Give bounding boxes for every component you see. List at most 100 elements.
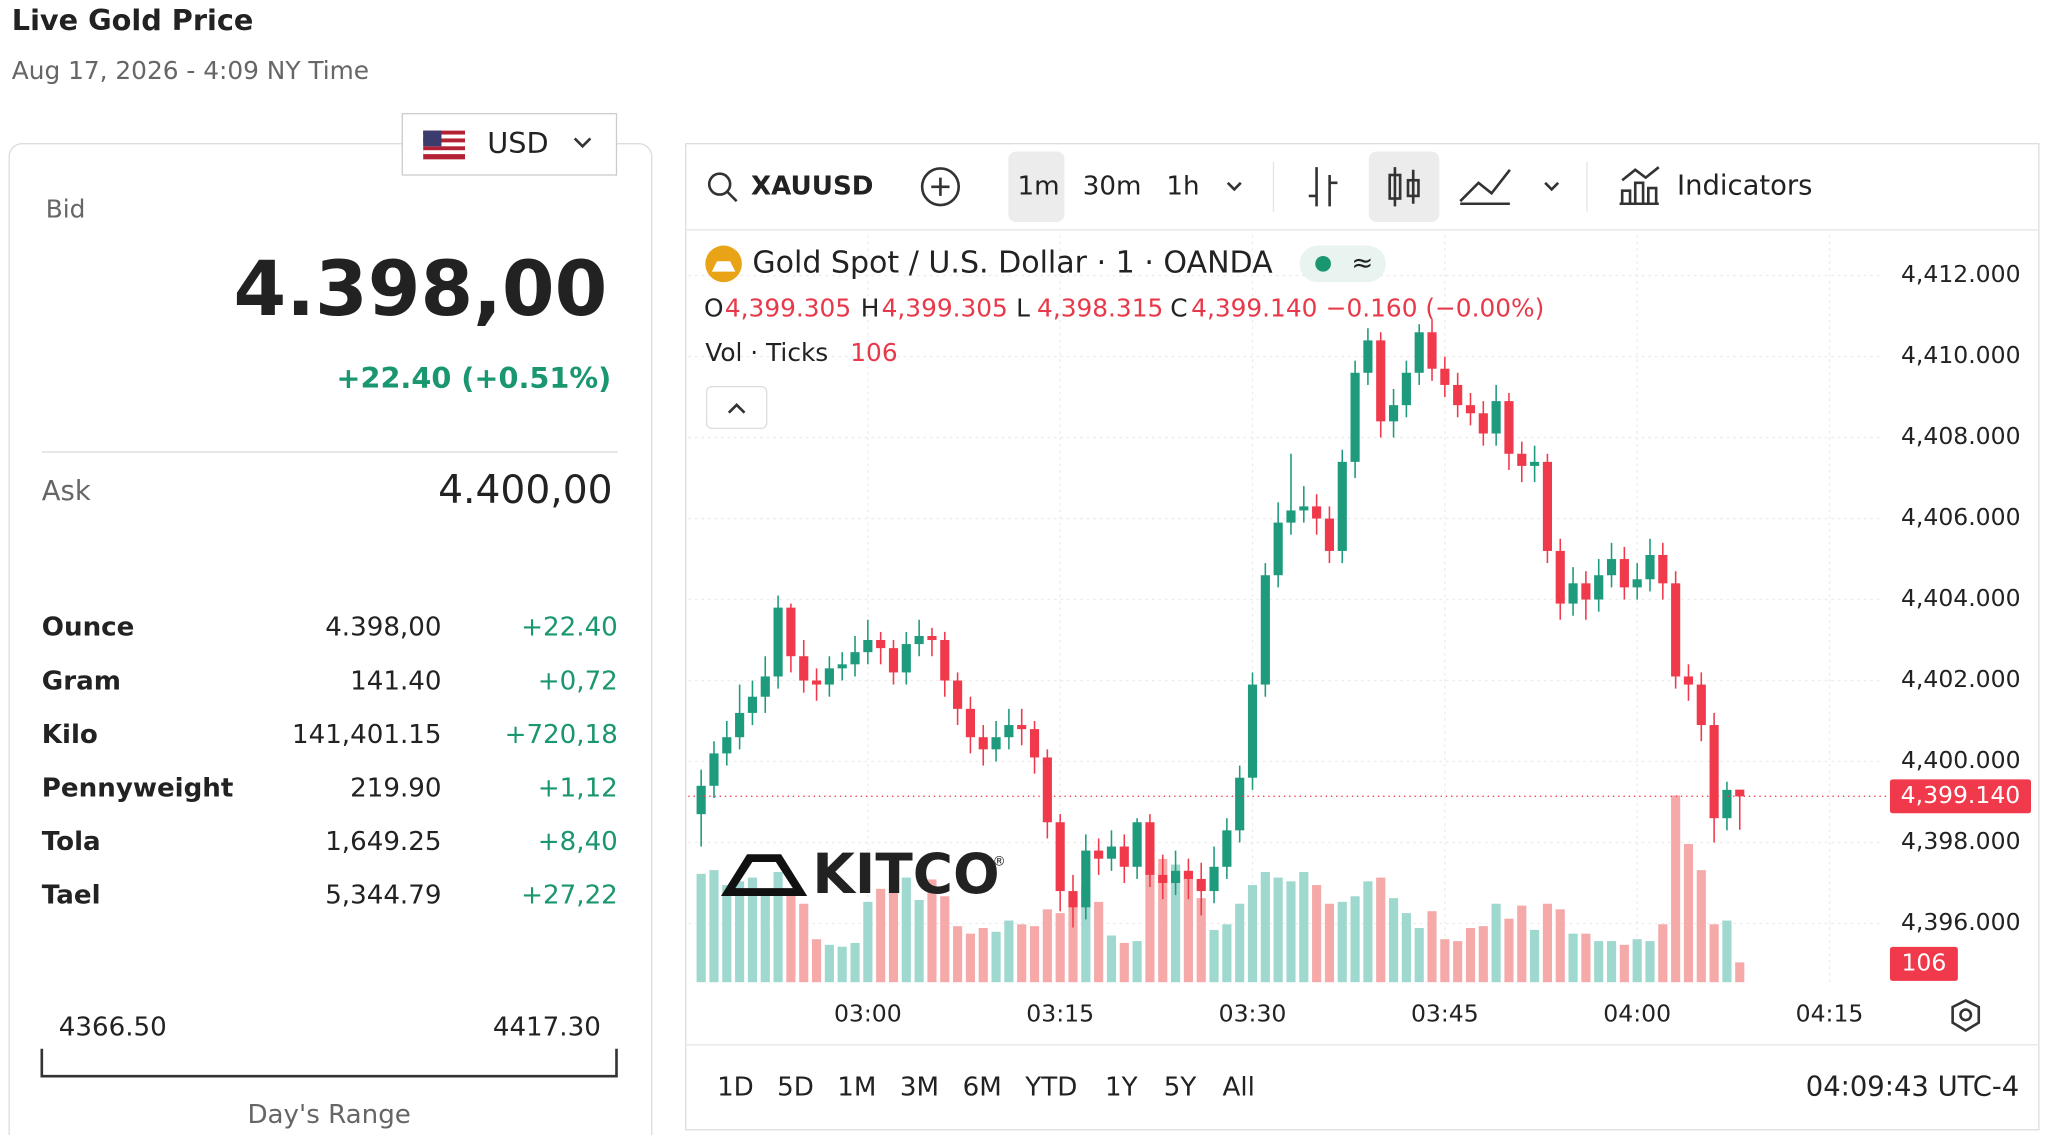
volume-bar	[1042, 909, 1052, 983]
ohlc-legend: O 4,399.305 H 4,399.305 L 4,398.315 C 4,399.140	[704, 294, 1317, 323]
candle-body	[837, 664, 847, 669]
chevron[interactable]	[1544, 181, 1560, 192]
legend-value: 4,399.140	[1191, 294, 1317, 323]
candle-body	[1183, 870, 1193, 879]
candle-body	[927, 635, 937, 641]
volume-bar	[1312, 885, 1322, 983]
indicators-icon[interactable]	[1619, 166, 1660, 206]
compare-button[interactable]	[920, 167, 961, 207]
candle-body	[940, 640, 950, 681]
volume-bar	[1671, 795, 1681, 983]
flag-stripe	[423, 134, 465, 139]
interval[interactable]: 1h	[1166, 171, 1199, 201]
volume-bar	[1465, 928, 1476, 983]
flag-stripe	[423, 142, 465, 147]
volume-bar	[1581, 933, 1591, 983]
x-tick-label: 03:00	[834, 999, 902, 1027]
candle-body	[914, 635, 924, 645]
candle-body	[1017, 725, 1027, 730]
range-button[interactable]: 3M	[900, 1072, 939, 1102]
search-icon	[726, 191, 738, 203]
candle-body	[722, 737, 732, 754]
candle-body	[1440, 368, 1450, 385]
range-button[interactable]: 1D	[717, 1072, 754, 1102]
volume-bar	[1132, 941, 1142, 983]
volume-bar	[1055, 913, 1065, 983]
logo-mark	[720, 854, 808, 896]
volume-bar	[1453, 941, 1463, 983]
interval-active	[1008, 151, 1065, 223]
range-button[interactable]: 5D	[777, 1072, 814, 1102]
line-icon[interactable]	[1459, 168, 1511, 206]
candle-body	[1645, 554, 1655, 580]
volume-bar	[1106, 935, 1117, 983]
range-button[interactable]: YTD	[1024, 1072, 1077, 1102]
unit-change: +22.40	[521, 613, 618, 643]
volume-bar	[863, 901, 873, 983]
y-tick-label: 4,396.000	[1901, 908, 2021, 936]
unit-change: +720,18	[505, 720, 618, 750]
volume-bar	[1029, 926, 1040, 983]
legend-key: O	[704, 294, 724, 323]
indicators-button[interactable]: Indicators	[1677, 170, 1812, 201]
candle-body	[760, 676, 770, 697]
volume-bar	[1722, 920, 1732, 983]
range-button[interactable]: 5Y	[1164, 1072, 1197, 1102]
y-tick-label: 4,404.000	[1901, 584, 2021, 612]
y-tick-label: 4,402.000	[1901, 665, 2021, 693]
candle-body	[863, 640, 873, 653]
unit-price: 4.398,00	[325, 613, 441, 643]
candle-body	[1119, 846, 1129, 867]
candle-body	[1106, 846, 1117, 859]
volume-bar	[991, 931, 1001, 983]
volume-bar	[1542, 903, 1552, 983]
symbol[interactable]: XAUUSD	[751, 171, 873, 201]
volume-bar	[1183, 877, 1193, 983]
candle-body	[824, 668, 834, 685]
candle-body	[876, 640, 886, 649]
unit-change: +27,22	[521, 880, 618, 910]
volume-bar	[1094, 901, 1104, 983]
chevron[interactable]	[1226, 181, 1242, 192]
bars-icon[interactable]	[1308, 167, 1338, 207]
volume-bar	[1235, 903, 1245, 983]
page-title: Live Gold Price	[12, 3, 254, 37]
candle-body	[1414, 332, 1424, 373]
collapse-button[interactable]	[705, 385, 768, 430]
range-button[interactable]: 1Y	[1105, 1072, 1138, 1102]
candle-body	[1042, 757, 1052, 823]
bid-change: +22.40 (+0.51%)	[336, 361, 611, 395]
volume-bar	[837, 946, 847, 983]
candle-body	[1081, 850, 1091, 908]
candle-body	[953, 680, 963, 709]
candle-body	[1235, 777, 1245, 831]
x-tick-label: 04:15	[1796, 999, 1864, 1027]
candle-body	[1196, 878, 1206, 892]
legend-value: 4,399.305	[725, 294, 851, 323]
volume-bar	[850, 942, 860, 983]
symbol-search[interactable]: XAUUSD	[707, 171, 873, 203]
interval[interactable]: 1m	[1017, 171, 1059, 201]
volume-bar	[1171, 864, 1181, 983]
volume-bar	[1222, 924, 1232, 983]
range-button[interactable]: All	[1223, 1072, 1255, 1102]
range-button[interactable]: 6M	[963, 1072, 1002, 1102]
candle-body	[786, 607, 796, 657]
candle-body	[1029, 729, 1040, 758]
ask-label: Ask	[42, 476, 91, 507]
volume-bar	[1568, 933, 1578, 983]
settings-button[interactable]	[1951, 999, 1981, 1033]
legend-value: 4,399.305	[882, 294, 1008, 323]
interval[interactable]: 30m	[1083, 171, 1142, 201]
volume-bar	[1555, 909, 1565, 983]
candle-body	[888, 648, 899, 673]
legend-change: −0.160 (−0.00%)	[1326, 294, 1545, 323]
currency-select[interactable]: USD	[401, 112, 618, 176]
volume-bar	[1517, 905, 1527, 983]
range-button[interactable]: 1M	[837, 1072, 876, 1102]
market-open-dot	[1315, 255, 1331, 272]
candle-body	[1376, 340, 1386, 422]
candle-body	[1350, 372, 1360, 462]
volume-bar	[1350, 896, 1360, 983]
y-tick-label: 4,406.000	[1901, 503, 2021, 531]
